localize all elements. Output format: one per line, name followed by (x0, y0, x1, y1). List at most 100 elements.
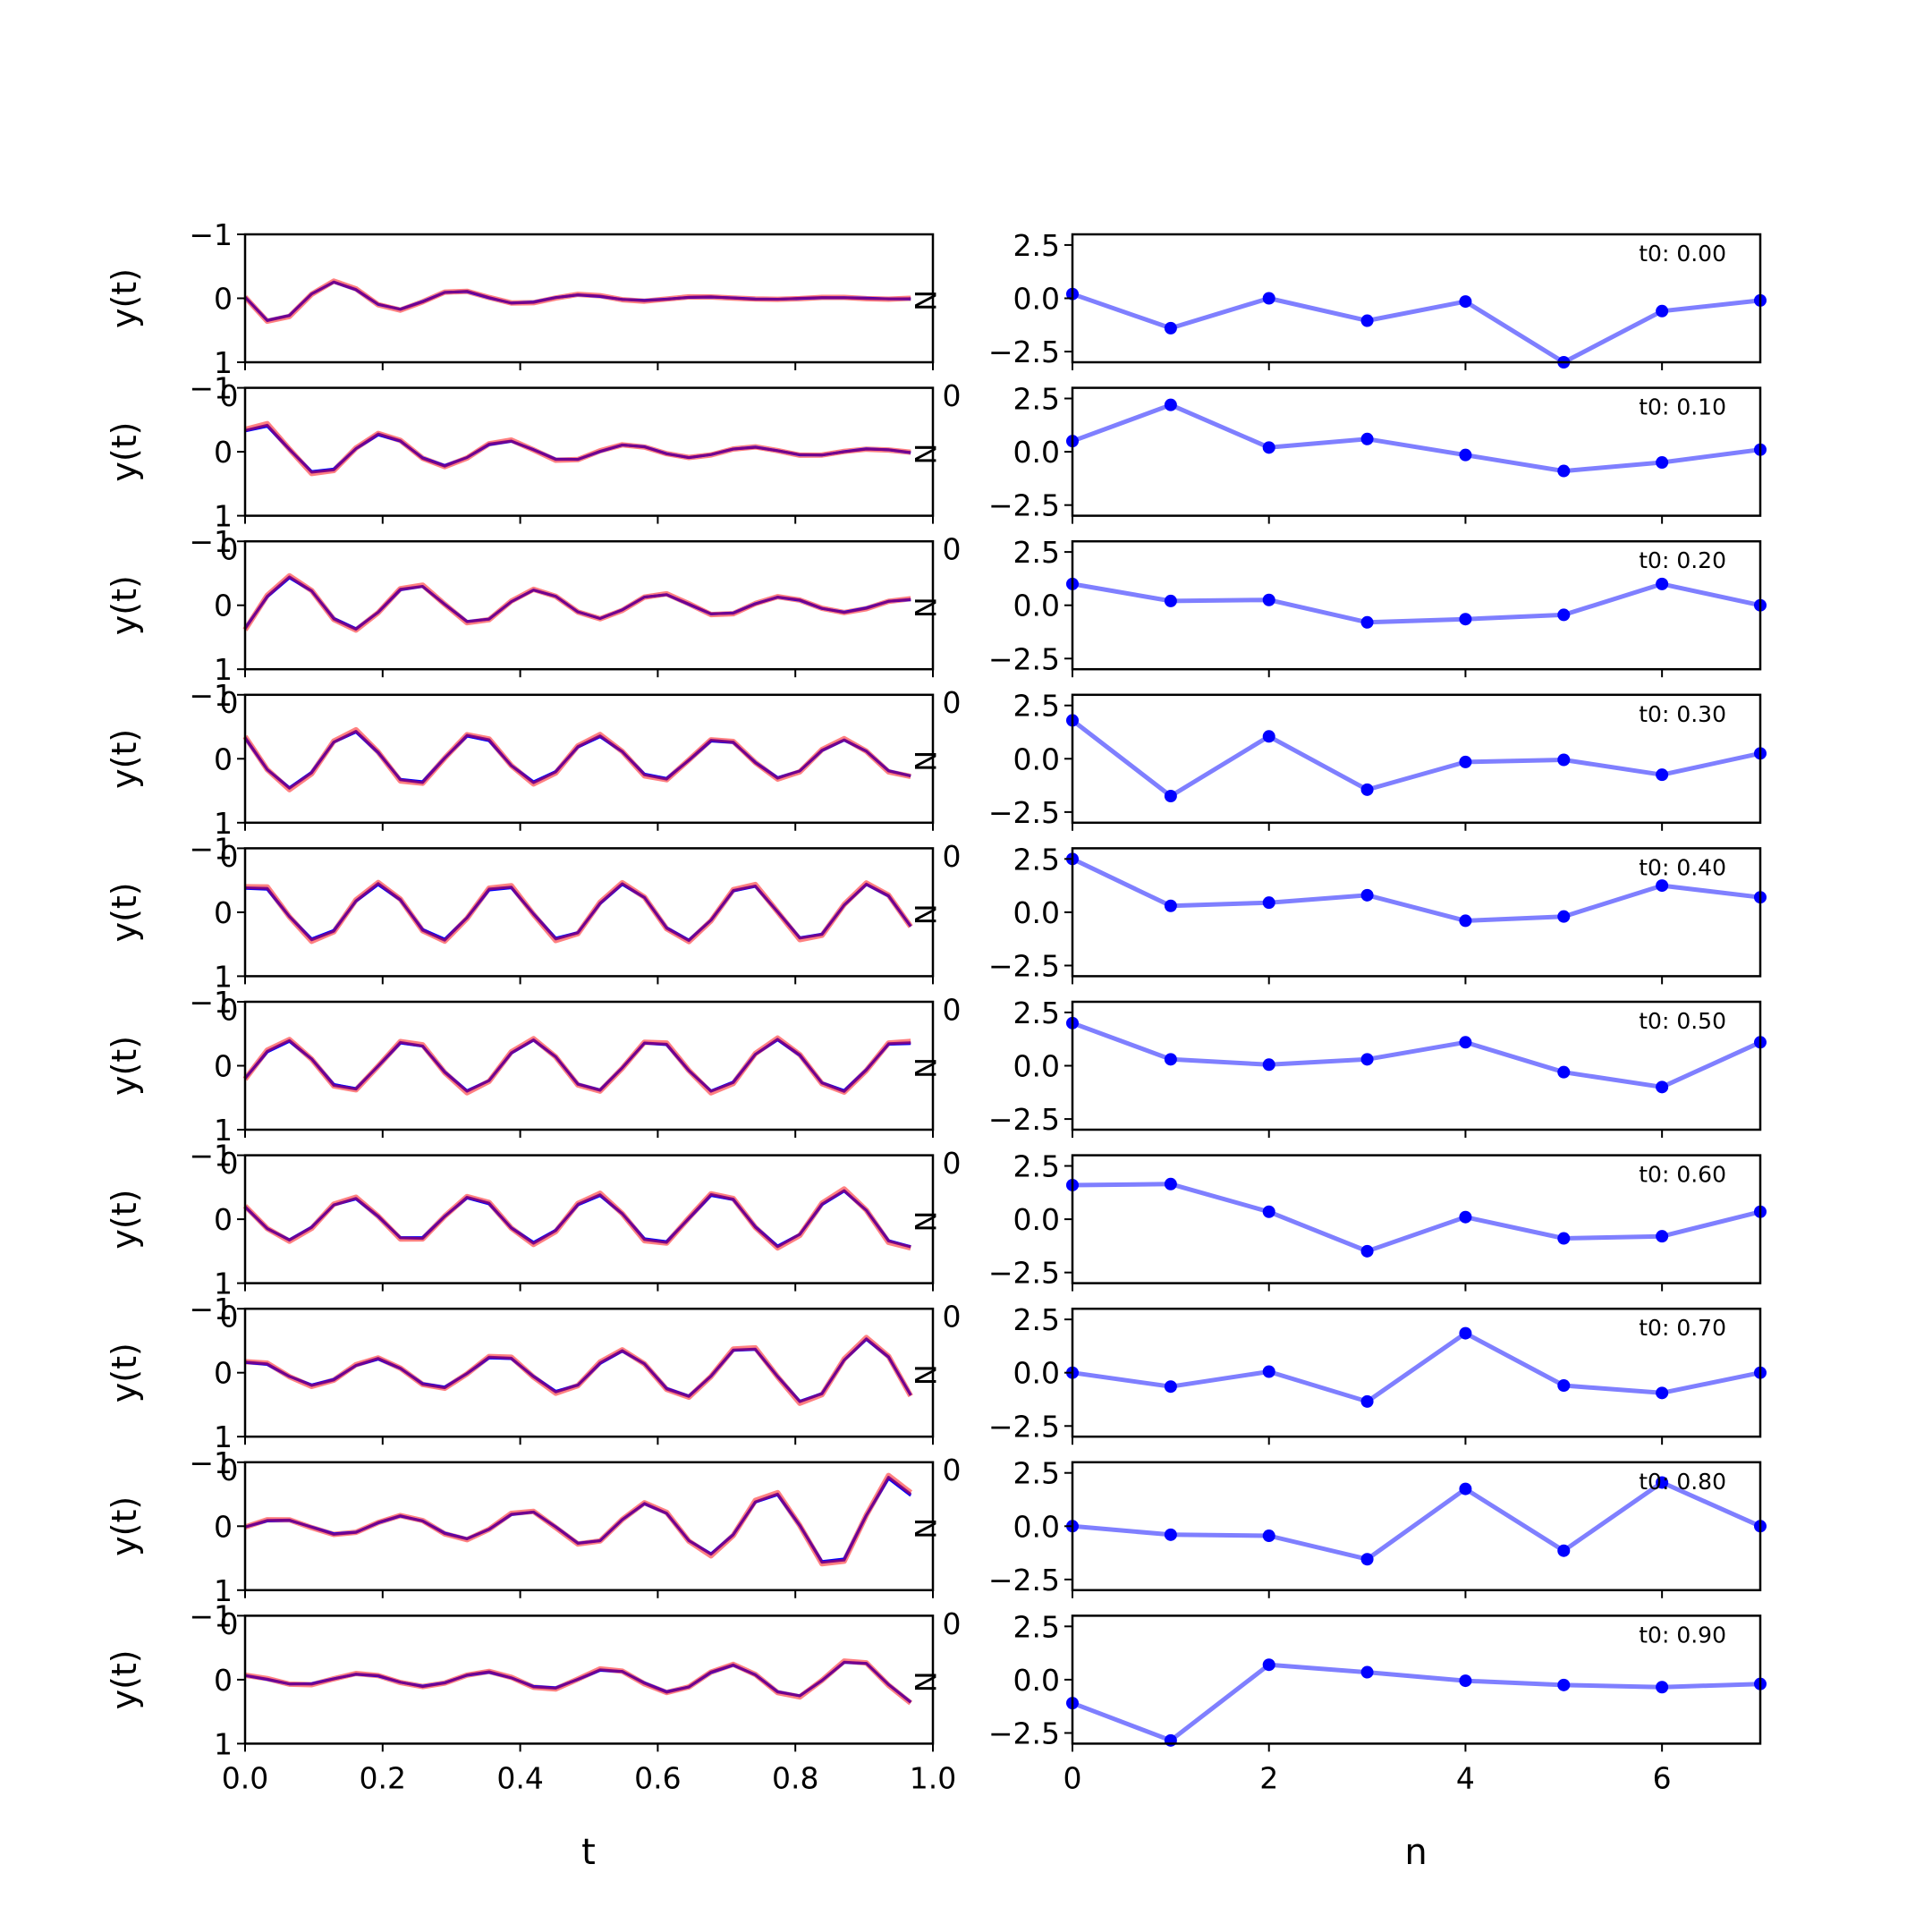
right-ytick-label-5-2: −2.5 (988, 1102, 1060, 1137)
left-ytick-label-5-1: 0 (214, 1049, 233, 1084)
left-ytick-label-4-0: −1 (189, 831, 233, 866)
right-series-line-7 (1072, 1331, 1761, 1404)
right-point-5-1 (1164, 1053, 1177, 1066)
left-series-purple-6 (243, 1189, 911, 1249)
right-point-9-1 (1164, 1733, 1177, 1747)
left-x-axis-label: t (581, 1832, 596, 1873)
right-point-1-5 (1557, 464, 1571, 478)
right-panel-0: 2.5 0.0 −2.5 t0: 0.00 (988, 228, 1767, 370)
mid-corner-label-7: 0 (943, 1453, 962, 1487)
right-point-2-1 (1164, 594, 1177, 607)
right-panel-annotation-2: t0: 0.20 (1639, 547, 1726, 573)
right-ytick-label-2-1: 0.0 (1013, 589, 1060, 623)
right-point-0-3 (1360, 314, 1374, 327)
right-point-4-3 (1360, 888, 1374, 902)
left-ytick-label-8-1: 0 (214, 1509, 233, 1544)
right-point-5-2 (1262, 1058, 1275, 1072)
mid-corner-label-4: 0 (943, 992, 962, 1027)
mid-corner-label-1: 0 (943, 532, 962, 567)
left-ytick-label-8-2: 1 (214, 1573, 233, 1608)
right-ytick-label-2-2: −2.5 (988, 641, 1060, 676)
left-y-axis-label-2: y(t) (105, 575, 144, 635)
left-ytick-label-4-1: 0 (214, 895, 233, 930)
left-edge-label-3: N (908, 750, 942, 772)
right-point-1-6 (1656, 456, 1669, 470)
left-corner-label-2: 0 (220, 685, 239, 720)
left-corner-label-6: 0 (220, 1300, 239, 1335)
right-point-3-6 (1656, 768, 1669, 782)
right-point-5-5 (1557, 1065, 1571, 1079)
left-y-axis-label-3: y(t) (105, 729, 144, 789)
right-ytick-label-1-0: 2.5 (1013, 382, 1060, 417)
right-series-line-9 (1072, 1662, 1761, 1743)
left-series-purple-7 (244, 1337, 912, 1403)
left-series-purple-3 (243, 730, 911, 790)
right-point-6-1 (1164, 1177, 1177, 1191)
right-panel-8: 2.5 0.0 −2.5 t0: 0.80 (988, 1456, 1767, 1598)
right-point-3-1 (1164, 790, 1177, 803)
right-point-4-5 (1557, 910, 1571, 923)
right-point-1-2 (1262, 441, 1275, 454)
right-ytick-label-6-2: −2.5 (988, 1256, 1060, 1291)
right-series-line-3 (1071, 718, 1761, 799)
right-point-6-4 (1459, 1210, 1472, 1224)
right-ytick-label-4-2: −2.5 (988, 948, 1060, 983)
right-series-line-8 (1072, 1479, 1762, 1562)
right-ytick-label-1-2: −2.5 (988, 488, 1060, 523)
right-point-0-1 (1164, 321, 1177, 335)
right-ytick-label-3-1: 0.0 (1013, 741, 1060, 776)
left-corner-label-3: 0 (220, 839, 239, 874)
mid-corner-label-5: 0 (943, 1146, 962, 1181)
left-edge-label-4: N (908, 903, 942, 925)
left-ytick-label-3-1: 0 (214, 741, 233, 776)
right-point-4-2 (1262, 896, 1275, 910)
right-point-7-5 (1557, 1379, 1571, 1392)
left-y-axis-label-6: y(t) (105, 1190, 144, 1250)
right-ytick-label-4-0: 2.5 (1013, 842, 1060, 877)
left-ytick-label-2-0: −1 (189, 524, 233, 559)
right-panel-annotation-5: t0: 0.50 (1639, 1008, 1726, 1034)
right-series-line-1 (1072, 402, 1761, 474)
left-series-purple-8 (244, 1475, 912, 1564)
left-ytick-label-5-2: 1 (214, 1113, 233, 1148)
left-xtick-label-5: 1.0 (910, 1760, 956, 1795)
left-ytick-label-3-0: −1 (189, 678, 233, 713)
left-series-purple-2 (243, 575, 911, 631)
left-xtick-label-4: 0.8 (772, 1760, 818, 1795)
right-series-line-0 (1072, 292, 1761, 365)
right-ytick-label-7-1: 0.0 (1013, 1356, 1060, 1391)
left-xtick-label-1: 0.2 (360, 1760, 406, 1795)
right-series-line-2 (1072, 581, 1761, 625)
right-point-8-1 (1164, 1528, 1177, 1541)
mid-corner-label-3: 0 (943, 839, 962, 874)
left-ytick-label-9-1: 0 (214, 1663, 233, 1698)
left-y-axis-label-4: y(t) (105, 882, 144, 942)
right-ytick-label-8-2: −2.5 (988, 1563, 1060, 1597)
right-point-9-2 (1262, 1658, 1275, 1672)
right-column-panels: 2.5 0.0 −2.5 t0: 0.00 2.5 0.0 −2.5 t0: 0.10 2.5 0… (988, 228, 1767, 1795)
right-point-6-3 (1360, 1244, 1374, 1258)
left-ytick-label-0-1: 0 (214, 282, 233, 317)
left-series-purple-0 (243, 280, 911, 322)
right-panel-6: 2.5 0.0 −2.5 t0: 0.60 (988, 1149, 1767, 1292)
mid-corner-label-6: 0 (943, 1300, 962, 1335)
left-ytick-label-2-2: 1 (214, 652, 233, 687)
right-point-9-5 (1557, 1678, 1571, 1691)
right-point-1-4 (1459, 448, 1472, 462)
left-y-axis-label-0: y(t) (105, 268, 144, 328)
right-ytick-label-1-1: 0.0 (1013, 435, 1060, 470)
right-point-3-5 (1557, 753, 1571, 767)
right-point-3-3 (1360, 783, 1374, 796)
right-point-9-3 (1360, 1665, 1374, 1679)
right-point-8-2 (1262, 1530, 1275, 1543)
right-panel-4: 2.5 0.0 −2.5 t0: 0.40 (988, 842, 1767, 985)
left-ytick-label-6-1: 0 (214, 1202, 233, 1237)
right-point-6-5 (1557, 1232, 1571, 1245)
right-point-2-3 (1360, 615, 1374, 629)
right-ytick-label-6-0: 2.5 (1013, 1149, 1060, 1184)
